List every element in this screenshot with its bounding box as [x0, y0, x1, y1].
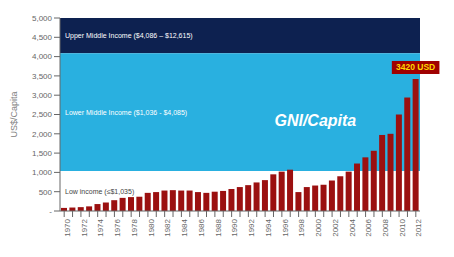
- svg-text:1,000: 1,000: [32, 168, 53, 177]
- svg-text:3,500: 3,500: [32, 72, 53, 81]
- svg-text:2000: 2000: [314, 218, 323, 236]
- svg-text:Upper Middle Income ($4,086 –: Upper Middle Income ($4,086 – $12,615): [65, 32, 193, 40]
- svg-text:1998: 1998: [297, 218, 306, 236]
- svg-text:4,000: 4,000: [32, 52, 53, 61]
- svg-text:1996: 1996: [281, 218, 290, 236]
- svg-text:4,500: 4,500: [32, 33, 53, 42]
- svg-text:1988: 1988: [214, 218, 223, 236]
- svg-text:1984: 1984: [180, 218, 189, 236]
- svg-text:1990: 1990: [230, 218, 239, 236]
- svg-text:2,500: 2,500: [32, 110, 53, 119]
- svg-text:2010: 2010: [398, 218, 407, 236]
- svg-text:2008: 2008: [381, 218, 390, 236]
- svg-text:Lower Middle Income ($1,036 -: Lower Middle Income ($1,036 - $4,085): [65, 109, 187, 117]
- svg-text:1986: 1986: [197, 218, 206, 236]
- svg-text:US$/Capita: US$/Capita: [9, 91, 19, 137]
- svg-text:1978: 1978: [130, 218, 139, 236]
- svg-text:1,500: 1,500: [32, 149, 53, 158]
- svg-text:1994: 1994: [264, 218, 273, 236]
- svg-text:1980: 1980: [147, 218, 156, 236]
- svg-text:Low income (≤$1,035): Low income (≤$1,035): [65, 188, 134, 196]
- svg-text:500: 500: [39, 188, 53, 197]
- svg-text:2012: 2012: [414, 218, 423, 236]
- svg-text:-: -: [49, 207, 52, 216]
- svg-text:1974: 1974: [96, 218, 105, 236]
- svg-text:2004: 2004: [348, 218, 357, 236]
- svg-text:5,000: 5,000: [32, 14, 53, 23]
- svg-text:1976: 1976: [113, 218, 122, 236]
- svg-text:3,000: 3,000: [32, 91, 53, 100]
- svg-text:GNI/Capita: GNI/Capita: [274, 112, 356, 129]
- svg-text:2006: 2006: [364, 218, 373, 236]
- svg-text:2,000: 2,000: [32, 130, 53, 139]
- svg-text:2002: 2002: [331, 218, 340, 236]
- svg-text:1972: 1972: [80, 218, 89, 236]
- svg-text:1992: 1992: [247, 218, 256, 236]
- svg-text:1970: 1970: [63, 218, 72, 236]
- svg-text:3420 USD: 3420 USD: [396, 62, 435, 72]
- svg-text:1982: 1982: [163, 218, 172, 236]
